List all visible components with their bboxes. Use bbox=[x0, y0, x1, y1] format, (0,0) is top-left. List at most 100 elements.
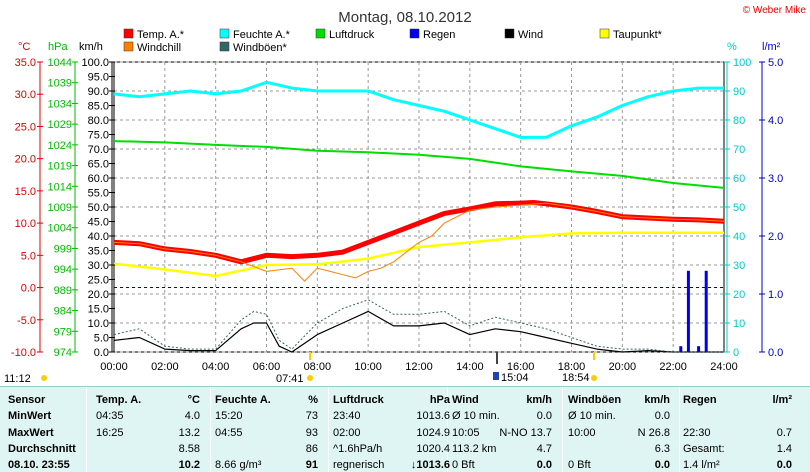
pressure-axis-tick-label: 1004 bbox=[48, 223, 72, 235]
x-tick-label: 22:00 bbox=[659, 361, 687, 373]
series-windben-line bbox=[113, 299, 724, 353]
table-cell: 02:00 bbox=[333, 427, 361, 439]
legend-swatch bbox=[315, 28, 326, 39]
pressure-axis-tick-label: 1029 bbox=[48, 119, 72, 131]
table-header: Windböen bbox=[568, 394, 622, 406]
pressure-axis-tick-label: 1039 bbox=[48, 78, 72, 90]
table-header: Sensor bbox=[8, 394, 46, 406]
wind-axis-tick-label: 100.0 bbox=[81, 57, 109, 69]
rain-axis-tick-label: 5.0 bbox=[768, 57, 783, 69]
wind-axis-tick-label: 25.0 bbox=[88, 275, 109, 287]
table-cell: 6.3 bbox=[654, 443, 670, 455]
table-cell: 04:55 bbox=[215, 427, 243, 439]
temp-axis-tick-label: 15.0 bbox=[15, 186, 36, 198]
humidity-axis-tick-label: 100 bbox=[733, 57, 751, 69]
sunset-icon bbox=[591, 375, 597, 381]
sunrise-label: 07:41 bbox=[276, 373, 304, 385]
pressure-axis-tick-label: 1024 bbox=[48, 140, 72, 152]
temp-axis-tick-label: 25.0 bbox=[15, 121, 36, 133]
table-cell: 0.0 bbox=[536, 410, 552, 422]
pressure-axis-tick-label: 1009 bbox=[48, 202, 72, 214]
table-separator bbox=[86, 387, 87, 472]
table-header: °C bbox=[187, 394, 200, 406]
humidity-axis-tick-label: 80 bbox=[733, 115, 745, 127]
legend-label: Windchill bbox=[137, 42, 181, 54]
x-tick-label: 14:00 bbox=[456, 361, 484, 373]
table-header: Temp. A. bbox=[96, 394, 142, 406]
pressure-axis-tick-label: 1034 bbox=[48, 98, 72, 110]
table-header: Feuchte A. bbox=[215, 394, 271, 406]
wind-axis-tick-label: 10.0 bbox=[88, 318, 109, 330]
series-feuchtea-line bbox=[113, 80, 724, 139]
temp-axis-tick-label: -10.0 bbox=[11, 347, 36, 359]
table-header: Wind bbox=[452, 394, 479, 406]
wind-axis-tick-label: 0.0 bbox=[94, 347, 109, 359]
wind-axis-tick-label: 35.0 bbox=[88, 246, 109, 258]
legend-label: Taupunkt* bbox=[613, 29, 663, 41]
legend-label: Luftdruck bbox=[329, 29, 375, 41]
temp-axis-tick-label: 10.0 bbox=[15, 218, 36, 230]
table-cell: 0.0 bbox=[536, 459, 552, 471]
rain-axis-tick-label: 2.0 bbox=[768, 231, 783, 243]
series-wind-line bbox=[113, 310, 724, 353]
table-header: Regen bbox=[683, 394, 717, 406]
table-cell: 0.7 bbox=[776, 427, 792, 439]
table-cell: regnerisch bbox=[333, 459, 385, 471]
wind-axis-tick-label: 70.0 bbox=[88, 144, 109, 156]
table-cell: ↓1013.6 bbox=[410, 459, 450, 471]
pressure-axis-tick-label: 984 bbox=[54, 306, 72, 318]
table-cell: Gesamt: bbox=[683, 443, 725, 455]
legend-swatch bbox=[123, 41, 134, 52]
table-cell: 91 bbox=[305, 459, 318, 471]
table-separator bbox=[447, 387, 448, 472]
table-separator bbox=[562, 387, 563, 472]
legend-label: Temp. A.* bbox=[137, 29, 185, 41]
table-cell: Ø 10 min. bbox=[568, 410, 616, 422]
table-header: hPa bbox=[429, 394, 450, 406]
pressure-axis-tick-label: 999 bbox=[54, 243, 72, 255]
legend-swatch bbox=[409, 28, 420, 39]
legend-label: Feuchte A.* bbox=[233, 29, 291, 41]
table-cell: 0.0 bbox=[654, 410, 670, 422]
wind-axis-tick-label: 95.0 bbox=[88, 72, 109, 84]
table-cell: 73 bbox=[305, 410, 318, 422]
wind-axis-tick-label: 5.0 bbox=[94, 333, 109, 345]
table-separator bbox=[679, 387, 680, 472]
wind-axis-tick-label: 55.0 bbox=[88, 188, 109, 200]
table-row-label: MinWert bbox=[8, 410, 52, 422]
rain-bar bbox=[679, 346, 683, 352]
table-cell: 1013.6 bbox=[416, 410, 450, 422]
table-header: l/m² bbox=[772, 394, 792, 406]
rain-bar bbox=[686, 270, 690, 352]
table-cell: 13.2 bbox=[178, 427, 200, 439]
table-cell: 23:40 bbox=[333, 410, 361, 422]
table-header: % bbox=[308, 394, 318, 406]
table-header: Luftdruck bbox=[333, 394, 384, 406]
table-cell: 0.0 bbox=[776, 459, 792, 471]
rain-axis-tick-label: 4.0 bbox=[768, 115, 783, 127]
sun-icon bbox=[41, 375, 47, 381]
sunset-label: 18:54 bbox=[562, 372, 590, 384]
temp-axis-tick-label: 20.0 bbox=[15, 154, 36, 166]
table-cell: 0.0 bbox=[654, 459, 670, 471]
x-tick-label: 24:00 bbox=[710, 361, 738, 373]
wind-axis-tick-label: 15.0 bbox=[88, 304, 109, 316]
x-tick-label: 12:00 bbox=[405, 361, 433, 373]
time-marker-label: 15:04 bbox=[501, 372, 529, 384]
copyright-label: © Weber Mike bbox=[743, 5, 807, 16]
table-cell: 16:25 bbox=[96, 427, 124, 439]
humidity-axis-tick-label: 40 bbox=[733, 231, 745, 243]
table-cell: 1.4 bbox=[776, 443, 792, 455]
table-cell: 113.2 km bbox=[452, 443, 497, 455]
temp-axis-tick-label: -5.0 bbox=[17, 315, 36, 327]
wind-axis-tick-label: 75.0 bbox=[88, 130, 109, 142]
legend-swatch bbox=[219, 28, 230, 39]
pressure-axis-tick-label: 994 bbox=[54, 264, 72, 276]
legend-label: Regen bbox=[423, 29, 455, 41]
grid bbox=[113, 61, 725, 353]
rain-axis-tick-label: 0.0 bbox=[768, 347, 783, 359]
weather-chart: 00:00 02:00 04:00 06:00 08:00 10:00 12:00 14:00… bbox=[4, 5, 807, 385]
legend-swatch bbox=[219, 41, 230, 52]
temp-axis-tick-label: 0.0 bbox=[21, 283, 36, 295]
pressure-axis-tick-label: 989 bbox=[54, 285, 72, 297]
